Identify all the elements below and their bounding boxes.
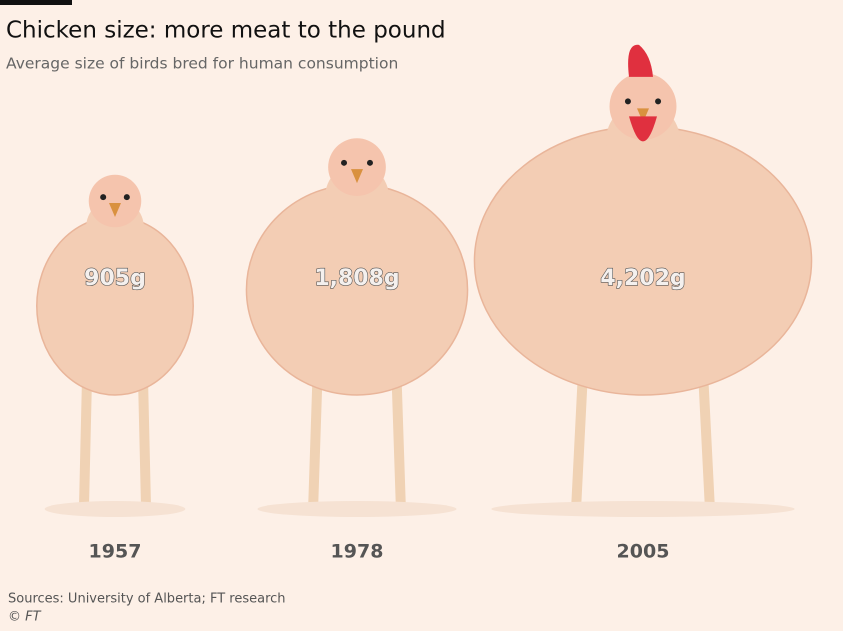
leg <box>571 380 588 510</box>
beak <box>637 108 649 123</box>
value-label: 1,808g <box>314 266 399 291</box>
eye <box>100 194 107 201</box>
shadow <box>44 501 186 517</box>
leg <box>79 380 92 510</box>
shadow <box>257 501 457 517</box>
chart-subtitle: Average size of birds bred for human con… <box>6 55 398 73</box>
leg <box>308 380 323 510</box>
eye <box>624 98 631 105</box>
chart-title: Chicken size: more meat to the pound <box>6 18 446 44</box>
x-tick-label: 1978 <box>331 541 384 563</box>
ft-bar <box>0 0 72 5</box>
shadow <box>491 501 795 517</box>
beak <box>351 169 363 184</box>
value-label: 905g <box>84 266 146 291</box>
head <box>328 138 386 196</box>
eye <box>341 159 348 166</box>
eye <box>366 159 373 166</box>
copyright: © FT <box>8 610 42 625</box>
leg <box>698 380 715 510</box>
x-tick-label: 2005 <box>617 541 670 563</box>
comb <box>628 44 653 77</box>
x-tick-label: 1957 <box>89 541 142 563</box>
value-label: 4,202g <box>600 266 685 291</box>
eye <box>123 194 130 201</box>
wattle <box>629 116 657 142</box>
leg <box>138 380 151 510</box>
beak <box>109 203 121 218</box>
eye <box>655 98 662 105</box>
source: Sources: University of Alberta; FT resea… <box>8 592 286 607</box>
leg <box>391 380 406 510</box>
head <box>88 174 142 228</box>
head <box>609 72 677 140</box>
